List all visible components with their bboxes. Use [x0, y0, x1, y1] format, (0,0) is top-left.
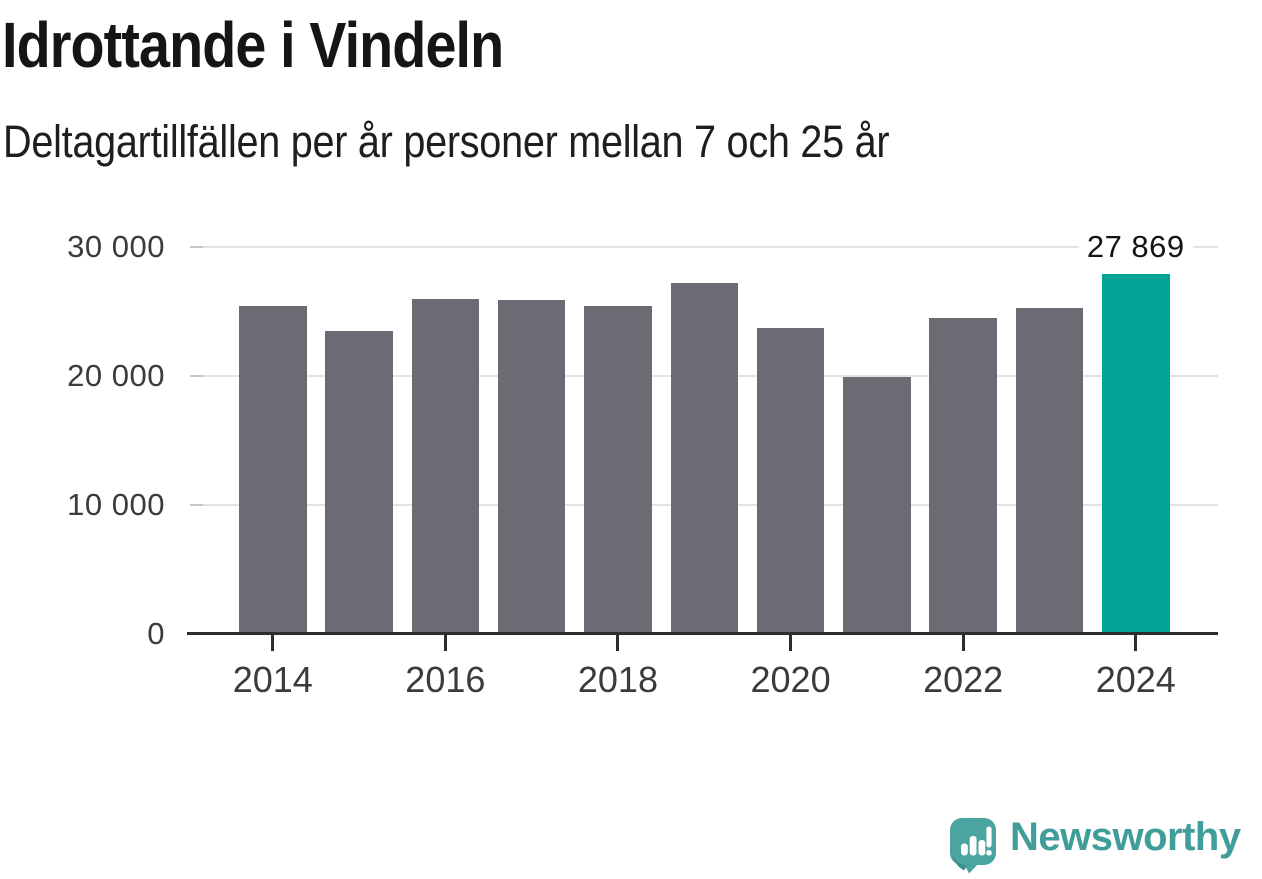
x-axis-label-2024: 2024 — [1095, 659, 1176, 700]
x-tick-2018 — [616, 635, 620, 651]
gridline-30000 — [190, 246, 1218, 248]
bar-2024 — [1102, 274, 1170, 634]
y-axis-label-10000: 10 000 — [67, 487, 165, 522]
y-axis-label-20000: 20 000 — [67, 358, 165, 393]
bar-2022 — [929, 317, 997, 634]
x-tick-2024 — [1134, 635, 1138, 651]
newsworthy-wordmark: Newsworthy — [1010, 815, 1241, 859]
chart-title: Idrottande i Vindeln — [2, 9, 504, 81]
bar-2020 — [756, 328, 825, 634]
logo-exclamation-line — [986, 826, 992, 848]
y-tick-10000 — [190, 504, 203, 506]
x-axis-line — [187, 632, 1218, 635]
x-axis-label-2014: 2014 — [232, 659, 313, 700]
bar-2018 — [584, 306, 652, 634]
x-tick-2016 — [443, 635, 447, 651]
newsworthy-logo-icon — [950, 818, 996, 874]
y-axis-label-30000: 30 000 — [67, 229, 165, 264]
x-tick-2020 — [789, 635, 793, 651]
logo-exclamation-dot — [986, 850, 992, 856]
x-tick-2022 — [961, 635, 965, 651]
x-tick-2014 — [271, 635, 275, 651]
bar-2023 — [1015, 307, 1084, 634]
y-tick-30000 — [190, 246, 203, 248]
chart-subtitle: Deltagartillfällen per år personer mella… — [3, 116, 890, 167]
logo-bar-medium — [978, 840, 986, 856]
bar-2016 — [411, 298, 480, 634]
x-axis-label-2022: 2022 — [923, 659, 1004, 700]
highlight-value-label: 27 869 — [1078, 229, 1193, 265]
bar-2017 — [497, 299, 566, 634]
bar-2015 — [325, 330, 393, 634]
newsworthy-logo: Newsworthy — [942, 810, 1262, 876]
bar-2021 — [843, 377, 911, 634]
x-axis-label-2018: 2018 — [577, 659, 658, 700]
x-axis-label-2020: 2020 — [750, 659, 831, 700]
logo-bar-tall — [969, 836, 977, 856]
x-axis-label-2016: 2016 — [405, 659, 486, 700]
bar-2019 — [670, 283, 738, 634]
bar-2014 — [239, 306, 307, 634]
logo-bar-small — [961, 843, 968, 856]
y-tick-20000 — [190, 375, 203, 377]
y-axis-label-0: 0 — [147, 616, 165, 651]
